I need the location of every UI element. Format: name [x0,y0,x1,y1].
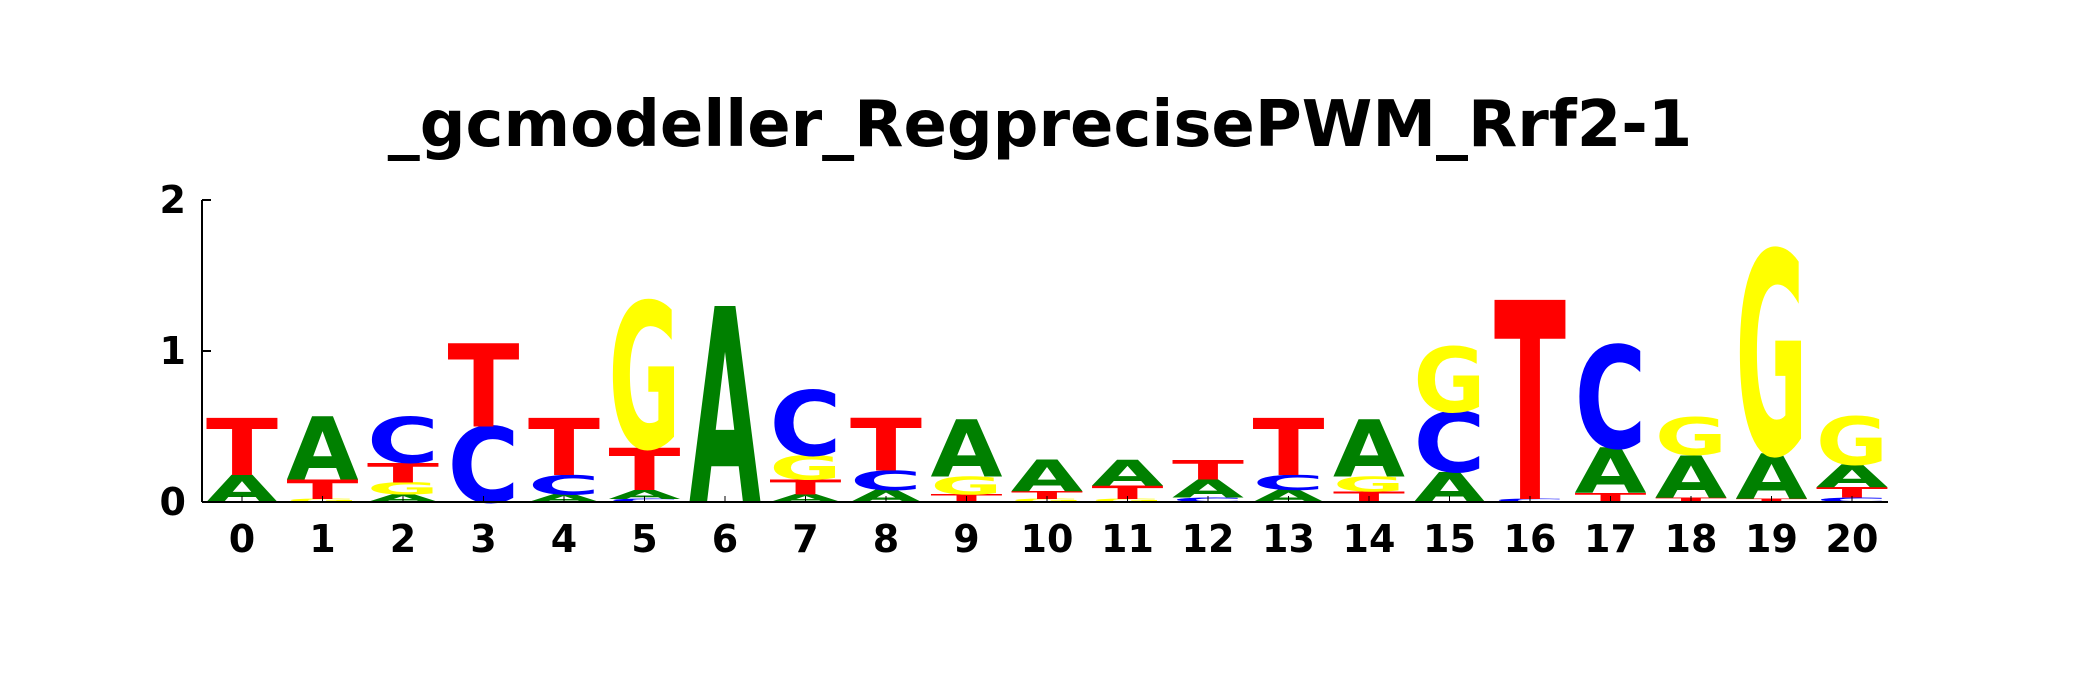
logo-letter-c: C [850,465,922,496]
x-tick-label: 16 [1504,517,1557,561]
y-tick-label: 1 [160,329,186,373]
logo-letter-t: T [1494,246,1566,564]
logo-letter-t: T [1816,484,1888,501]
logo-letter-a: A [1011,452,1083,502]
x-tick-label: 6 [712,517,738,561]
x-tick-label: 11 [1101,517,1154,561]
y-tick-label: 0 [160,480,186,524]
logo-letter-a: A [206,467,278,511]
x-tick-label: 7 [792,517,818,561]
letter-stacks: ATGTAAGTCCTACTCATGAATGCACTTGAGTAGTACATAC… [206,195,1888,567]
logo-letter-t: T [528,402,600,493]
logo-letter-a: A [1575,436,1647,508]
x-tick-label: 1 [309,517,335,561]
x-tick-label: 20 [1826,517,1879,561]
logo-letter-g: G [1333,473,1405,497]
chart-title: _gcmodeller_RegprecisePWM_Rrf2-1 [387,88,1693,162]
logo-letter-t: T [1092,482,1164,504]
logo-letter-t: T [367,458,440,489]
x-ticks: 0 1 2 3 4 5 6 7 8 9 10 11 12 13 14 15 16 17 18 19 20 [229,496,1879,561]
logo-letter-a: A [1333,404,1405,495]
logo-letter-a: A [931,404,1003,495]
logo-letter-g: G [1816,404,1888,481]
x-tick-label: 5 [631,517,657,561]
y-ticks: 0 1 2 [160,178,211,524]
x-tick-label: 17 [1584,517,1637,561]
logo-letter-g: G [367,479,439,498]
x-tick-label: 19 [1745,517,1798,561]
logo-letter-g: G [1655,407,1727,467]
logo-letter-g: G [609,261,681,496]
x-tick-label: 2 [390,517,416,561]
logo-letter-c: C [367,406,439,478]
logo-letter-g: G [1736,195,1808,520]
logo-letter-t: T [206,402,278,493]
logo-letter-t: T [609,437,681,504]
logo-letter-g: G [1414,329,1486,433]
x-tick-label: 8 [873,517,899,561]
x-tick-label: 15 [1423,517,1476,561]
x-tick-label: 4 [551,517,577,561]
logo-letter-g: G [931,472,1003,501]
x-tick-label: 14 [1343,517,1396,561]
logo-letter-c: C [528,469,600,500]
logo-letter-c: C [1414,396,1486,492]
logo-letter-a: A [689,253,761,566]
logo-letter-g: G [770,448,842,487]
logo-letter-t: T [448,321,520,454]
logo-letter-t: T [770,475,842,499]
x-tick-label: 12 [1182,517,1235,561]
logo-letter-c: C [770,373,842,477]
logo-letter-a: A [287,399,359,500]
logo-letter-t: T [1011,489,1083,501]
logo-letter-c: C [1253,471,1325,495]
logo-letter-a: A [609,487,682,502]
x-tick-label: 0 [229,517,255,561]
logo-letter-t: T [1253,402,1325,493]
logo-letter-a: A [1414,463,1486,511]
x-tick-label: 10 [1021,517,1074,561]
y-tick-label: 2 [160,178,186,222]
logo-letter-a: A [1092,453,1165,494]
logo-letter-a: A [1816,459,1888,495]
x-tick-label: 13 [1262,517,1315,561]
logo-letter-t: T [850,404,922,488]
logo-letter-c: C [1575,317,1647,482]
logo-letter-c: C [448,406,520,527]
logo-letter-t: T [1172,455,1245,486]
x-tick-label: 3 [470,517,496,561]
x-tick-label: 9 [953,517,979,561]
x-tick-label: 18 [1665,517,1718,561]
